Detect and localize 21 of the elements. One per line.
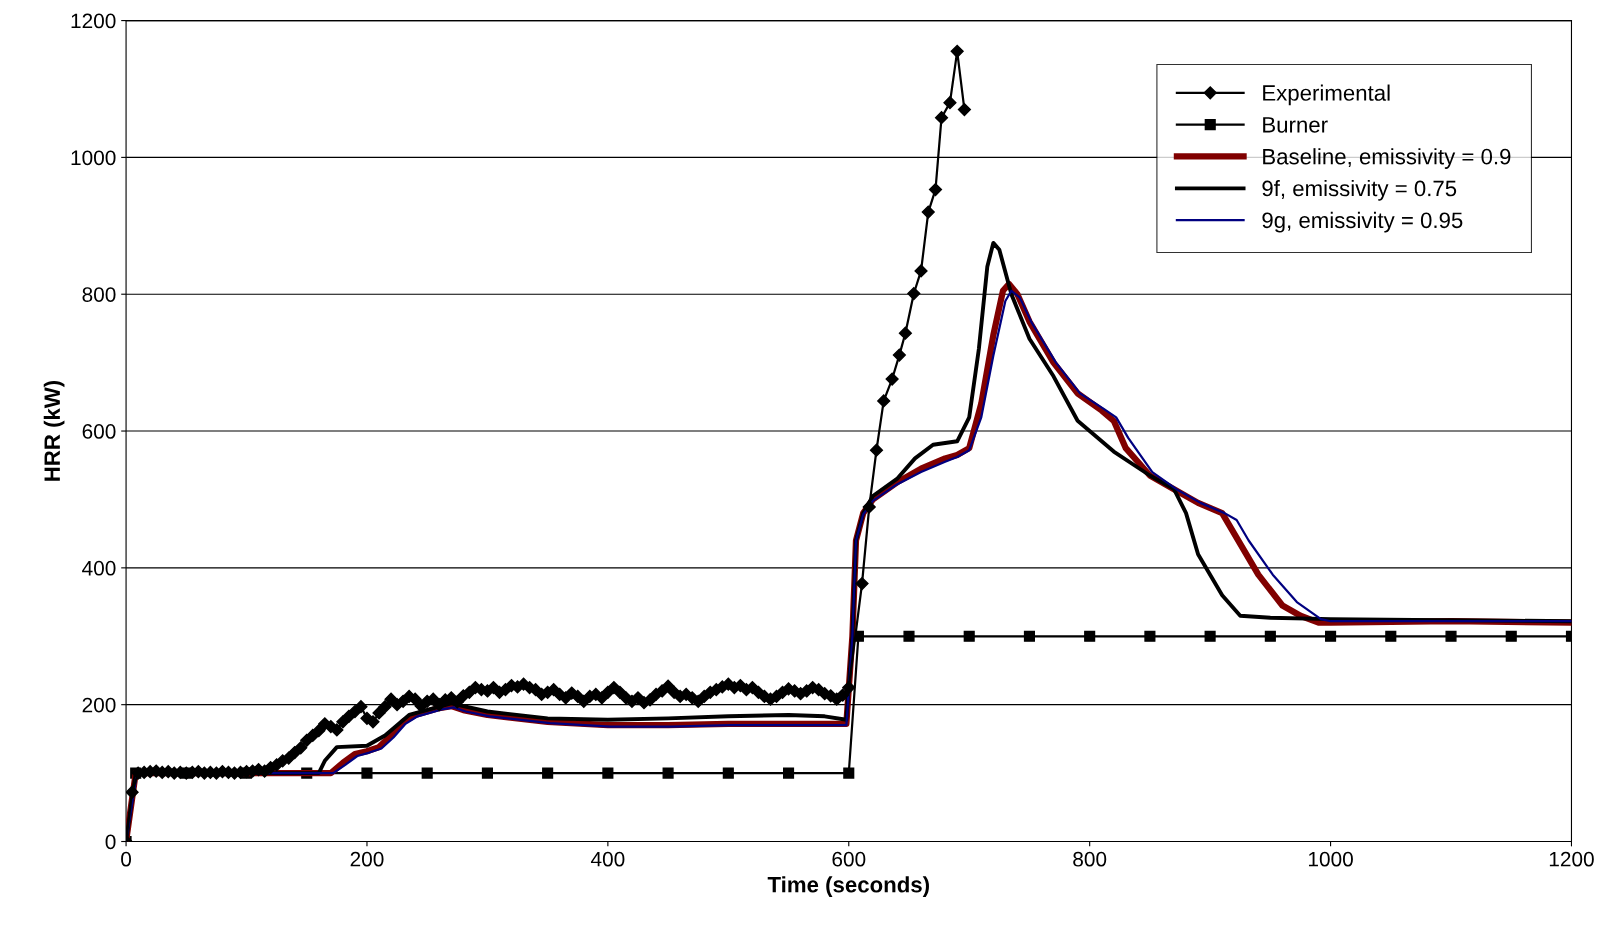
legend-label: Experimental [1263, 84, 1390, 106]
x-tick-label: 200 [350, 851, 384, 867]
y-tick-label: 600 [82, 424, 116, 439]
x-axis-title: Time (seconds) [767, 876, 929, 897]
x-tick-label: 800 [1073, 851, 1107, 867]
legend-label: Burner [1263, 117, 1328, 133]
y-tick-label: 0 [105, 834, 116, 850]
x-tick-label: 600 [832, 851, 866, 867]
x-tick-label: 400 [590, 851, 625, 867]
x-tick-label: 0 [121, 851, 132, 867]
y-tick-label: 1200 [71, 13, 116, 29]
legend-label: 9g, emissivity = 0.95 [1262, 211, 1463, 233]
y-tick-label: 1000 [71, 150, 116, 166]
y-tick-label: 800 [82, 287, 116, 302]
legend-label: 9f, emissivity = 0.75 [1262, 180, 1457, 201]
y-axis-title: HRR (kW) [43, 380, 65, 481]
legend-label: Baseline, emissivity = 0.9 [1263, 148, 1511, 169]
x-tick-label: 1200 [1549, 851, 1594, 867]
y-tick-label: 400 [82, 560, 116, 576]
x-tick-label: 1000 [1308, 851, 1353, 867]
y-tick-label: 200 [82, 697, 116, 713]
